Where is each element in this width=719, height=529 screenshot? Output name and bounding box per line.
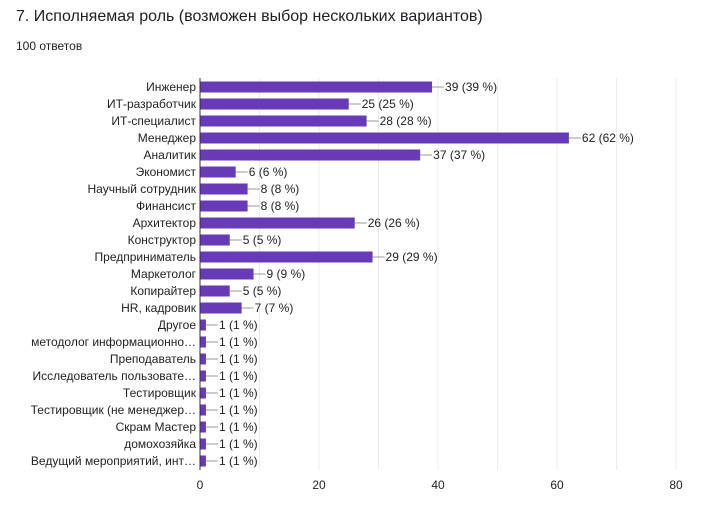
bar xyxy=(200,302,242,314)
data-label: 62 (62 %) xyxy=(582,131,634,145)
category-label: Научный сотрудник xyxy=(87,182,196,196)
data-label: 7 (7 %) xyxy=(255,301,294,315)
data-label: 28 (28 %) xyxy=(380,114,432,128)
category-label: HR, кадровик xyxy=(121,301,197,315)
category-label: Аналитик xyxy=(144,148,197,162)
category-label: Менеджер xyxy=(138,131,197,145)
category-label: Конструктор xyxy=(128,233,197,247)
bar xyxy=(200,421,206,433)
x-tick-label: 40 xyxy=(431,478,445,492)
category-label: Исследователь пользовате… xyxy=(33,369,196,383)
data-label: 37 (37 %) xyxy=(433,148,485,162)
bar xyxy=(200,251,373,263)
data-label: 5 (5 %) xyxy=(243,233,282,247)
category-label: Инженер xyxy=(146,80,196,94)
bar xyxy=(200,438,206,450)
category-label: Скрам Мастер xyxy=(116,420,197,434)
data-label: 26 (26 %) xyxy=(368,216,420,230)
bar xyxy=(200,149,421,161)
x-tick-label: 60 xyxy=(550,478,564,492)
category-label: Ведущий мероприятий, инт… xyxy=(31,454,196,468)
data-label: 9 (9 %) xyxy=(267,267,306,281)
question-title: 7. Исполняемая роль (возможен выбор неск… xyxy=(16,8,483,25)
bar xyxy=(200,353,206,365)
bar xyxy=(200,319,206,331)
category-label: Копирайтер xyxy=(130,284,196,298)
data-label: 1 (1 %) xyxy=(219,437,258,451)
bar xyxy=(200,81,433,93)
bar xyxy=(200,217,355,229)
data-label: 29 (29 %) xyxy=(386,250,438,264)
data-label: 39 (39 %) xyxy=(445,80,497,94)
data-label: 8 (8 %) xyxy=(261,182,300,196)
bar xyxy=(200,234,230,246)
data-label: 1 (1 %) xyxy=(219,318,258,332)
data-label: 6 (6 %) xyxy=(249,165,288,179)
category-label: ИТ-специалист xyxy=(111,114,196,128)
data-label: 25 (25 %) xyxy=(362,97,414,111)
category-label: Финансист xyxy=(136,199,196,213)
category-label: домохозяйка xyxy=(124,437,196,451)
data-label: 1 (1 %) xyxy=(219,386,258,400)
bar xyxy=(200,404,206,416)
x-tick-label: 20 xyxy=(312,478,326,492)
bar xyxy=(200,183,248,195)
response-count: 100 ответов xyxy=(16,39,83,53)
bar xyxy=(200,285,230,297)
bar xyxy=(200,132,569,144)
data-label: 1 (1 %) xyxy=(219,369,258,383)
x-tick-label: 80 xyxy=(669,478,683,492)
bar xyxy=(200,166,236,178)
data-label: 8 (8 %) xyxy=(261,199,300,213)
category-label: Преподаватель xyxy=(110,352,196,366)
x-tick-label: 0 xyxy=(197,478,204,492)
bar xyxy=(200,455,206,467)
bar xyxy=(200,268,254,280)
data-label: 1 (1 %) xyxy=(219,454,258,468)
bar xyxy=(200,115,367,127)
category-label: методолог информационно… xyxy=(31,335,196,349)
category-label: Экономист xyxy=(136,165,197,179)
category-label: Предприниматель xyxy=(95,250,196,264)
bar xyxy=(200,370,206,382)
category-label: Тестировщик xyxy=(123,386,197,400)
category-label: Архитектор xyxy=(133,216,197,230)
bar xyxy=(200,200,248,212)
bar xyxy=(200,98,349,110)
category-label: Другое xyxy=(158,318,196,332)
bar xyxy=(200,387,206,399)
data-label: 1 (1 %) xyxy=(219,335,258,349)
data-label: 1 (1 %) xyxy=(219,352,258,366)
data-label: 5 (5 %) xyxy=(243,284,282,298)
category-label: Маркетолог xyxy=(131,267,197,281)
data-label: 1 (1 %) xyxy=(219,403,258,417)
category-label: Тестировщик (не менеджер… xyxy=(31,403,196,417)
bar xyxy=(200,336,206,348)
category-label: ИТ-разработчик xyxy=(107,97,197,111)
data-label: 1 (1 %) xyxy=(219,420,258,434)
